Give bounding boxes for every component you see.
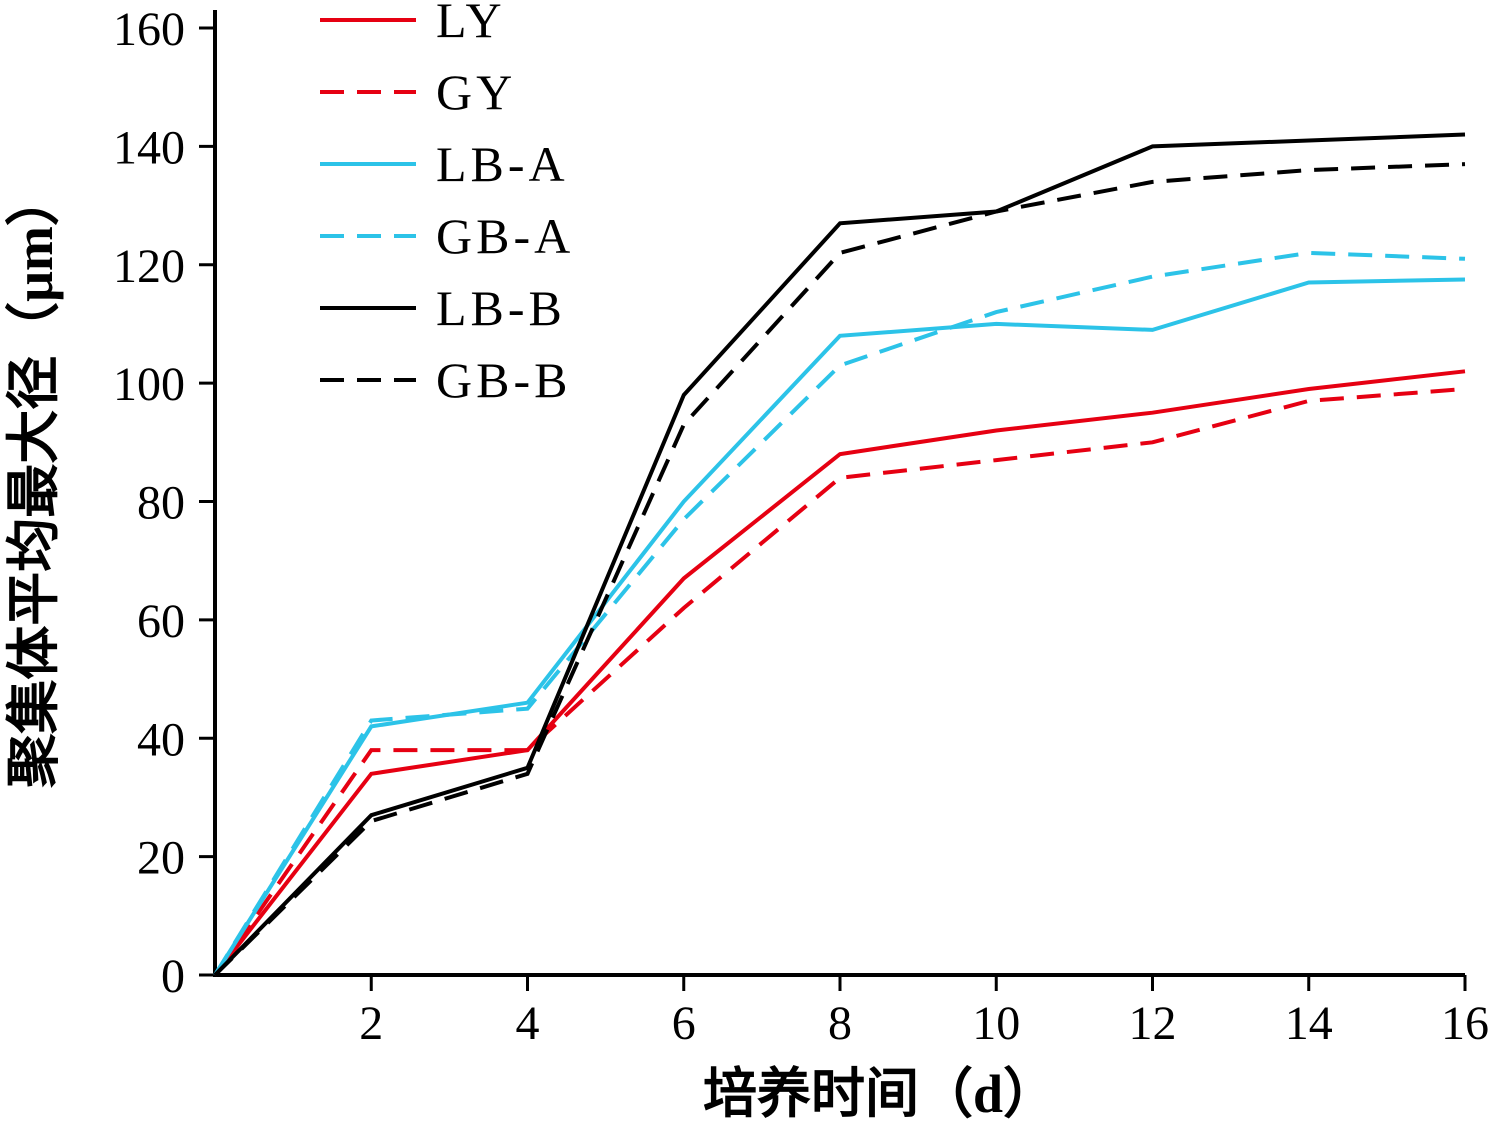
x-axis-title: 培养时间（d）: [703, 1064, 1057, 1124]
y-tick-label: 140: [113, 121, 185, 174]
series-line-LB-A: [213, 277, 1466, 977]
x-tick-label: 14: [1285, 997, 1333, 1050]
y-tick-label: 80: [137, 477, 185, 530]
legend-label-LB-B: LB-B: [436, 280, 566, 336]
series-line-LY: [213, 369, 1466, 977]
y-tick-label: 160: [113, 3, 185, 56]
series-line-GB-B: [213, 162, 1466, 977]
x-tick-label: 4: [516, 997, 540, 1050]
x-tick-label: 2: [359, 997, 383, 1050]
y-tick-label: 60: [137, 595, 185, 648]
y-tick-label: 120: [113, 240, 185, 293]
x-tick-label: 8: [828, 997, 852, 1050]
y-tick-label: 40: [137, 713, 185, 766]
x-tick-label: 16: [1441, 997, 1489, 1050]
x-tick-label: 12: [1129, 997, 1177, 1050]
x-tick-label: 6: [672, 997, 696, 1050]
legend-label-LY: LY: [436, 0, 506, 48]
legend-label-LB-A: LB-A: [436, 136, 569, 192]
y-tick-label: 100: [113, 358, 185, 411]
series-line-GY: [213, 387, 1466, 977]
y-axis-title: 聚集体平均最大径（μm）: [4, 172, 64, 789]
y-tick-label: 0: [161, 950, 185, 1003]
series-line-LB-B: [213, 132, 1466, 977]
legend-label-GY: GY: [436, 64, 516, 120]
y-tick-label: 20: [137, 832, 185, 885]
legend-label-GB-A: GB-A: [436, 208, 574, 264]
legend-label-GB-B: GB-B: [436, 352, 571, 408]
plot-area: 0 20 40 60 80 100 120 140 160 2 4 6 8 10 12 14 16 LY GY LB-…: [113, 0, 1489, 1050]
x-tick-label: 10: [972, 997, 1020, 1050]
series-line-GB-A: [213, 250, 1466, 977]
